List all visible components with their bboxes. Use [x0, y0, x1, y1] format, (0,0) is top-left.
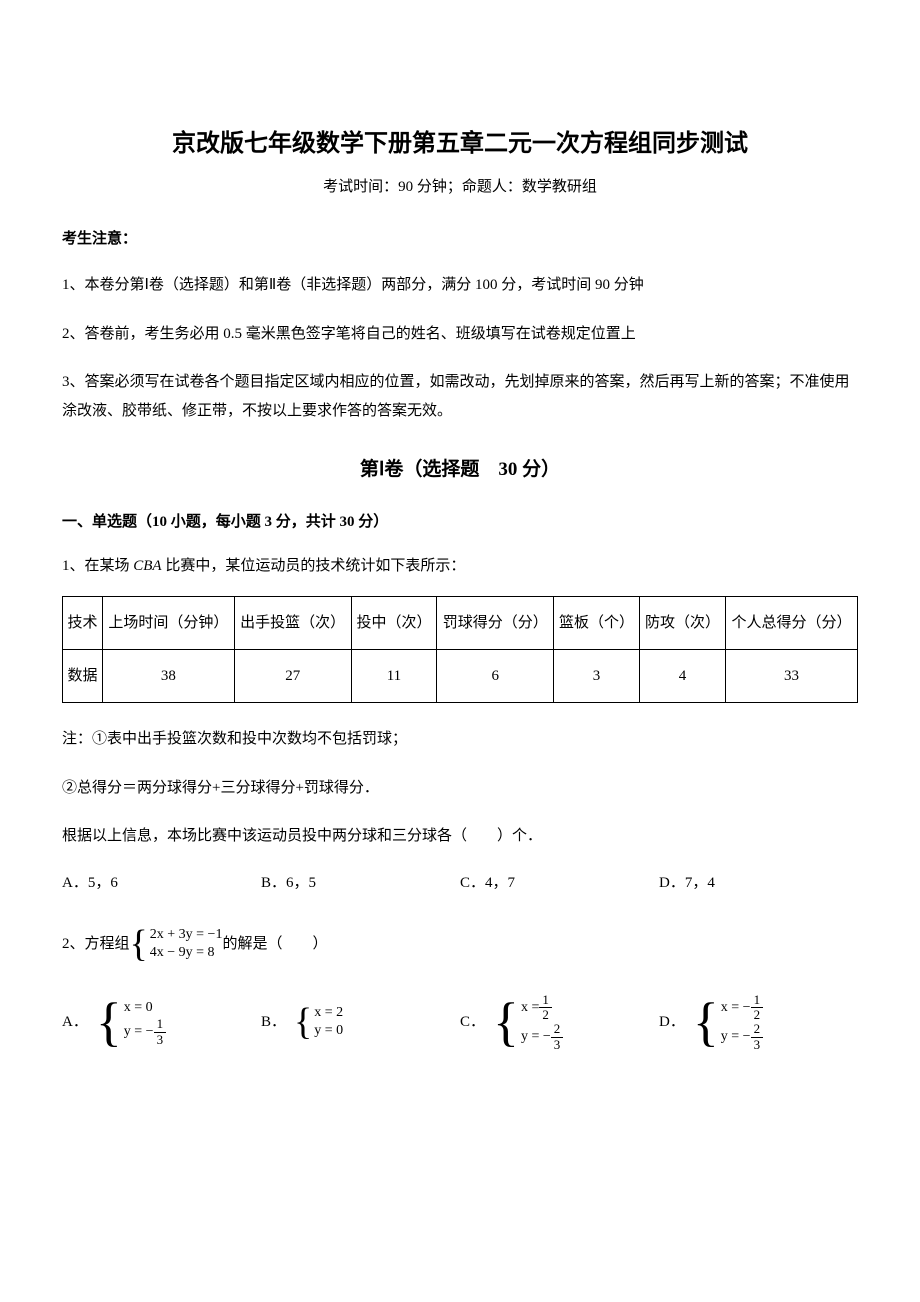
q2-eq2: 4x − 9y = 8	[150, 944, 223, 962]
frac-num: 1	[751, 993, 764, 1008]
q2-c-line1: x = 1 2	[521, 993, 563, 1023]
page-title: 京改版七年级数学下册第五章二元一次方程组同步测试	[62, 125, 858, 163]
q1-option-c: C．4，7	[460, 871, 659, 895]
notice-header: 考生注意：	[62, 227, 858, 251]
q1-note-1: 注：①表中出手投篮次数和投中次数均不包括罚球；	[62, 725, 858, 754]
q2-label-c: C．	[460, 1010, 485, 1034]
q2-d-line2: y = − 2 3	[721, 1022, 763, 1052]
th-0: 技术	[63, 597, 103, 650]
question-1-stem: 1、在某场 CBA 比赛中，某位运动员的技术统计如下表所示：	[62, 552, 858, 581]
q2-d-frac1: 1 2	[751, 993, 764, 1023]
q2-c-frac1: 1 2	[539, 993, 552, 1023]
q1-cba: CBA	[133, 558, 161, 574]
table-data-row: 数据 38 27 11 6 3 4 33	[63, 650, 858, 703]
q2-a-system: { x = 0 y = − 1 3	[96, 995, 166, 1049]
subsection-header: 一、单选题（10 小题，每小题 3 分，共计 30 分）	[62, 510, 858, 534]
table-header-row: 技术 上场时间（分钟） 出手投篮（次） 投中（次） 罚球得分（分） 篮板（个） …	[63, 597, 858, 650]
frac-den: 3	[751, 1038, 764, 1052]
q2-eq1: 2x + 3y = −1	[150, 926, 223, 944]
section-header: 第Ⅰ卷（选择题 30 分）	[62, 455, 858, 485]
q2-c-system: { x = 1 2 y = − 2 3	[493, 993, 563, 1052]
q1-note-2: ②总得分＝两分球得分+三分球得分+罚球得分．	[62, 774, 858, 803]
frac-den: 3	[551, 1038, 564, 1052]
th-7: 个人总得分（分）	[725, 597, 857, 650]
q2-stem-post: 的解是（ ）	[222, 932, 327, 956]
q2-label-d: D．	[659, 1010, 685, 1034]
th-6: 防攻（次）	[640, 597, 726, 650]
q2-b-line2: y = 0	[314, 1022, 343, 1040]
q2-label-a: A．	[62, 1010, 88, 1034]
q2-c-frac2: 2 3	[551, 1022, 564, 1052]
q2-d-system: { x = − 1 2 y = − 2 3	[693, 993, 763, 1052]
q2-label-b: B．	[261, 1010, 286, 1034]
q1-option-b: B．6，5	[261, 871, 460, 895]
q2-a-line1: x = 0	[124, 998, 166, 1018]
frac-num: 1	[539, 993, 552, 1008]
th-5: 篮板（个）	[554, 597, 640, 650]
left-brace-icon: {	[493, 995, 519, 1049]
q1-option-a: A．5，6	[62, 871, 261, 895]
q2-option-c: C． { x = 1 2 y = − 2 3	[460, 993, 659, 1052]
td-5: 3	[554, 650, 640, 703]
th-3: 投中（次）	[351, 597, 437, 650]
frac-den: 3	[154, 1033, 167, 1047]
stats-table: 技术 上场时间（分钟） 出手投篮（次） 投中（次） 罚球得分（分） 篮板（个） …	[62, 596, 858, 703]
notice-item-1: 1、本卷分第Ⅰ卷（选择题）和第Ⅱ卷（非选择题）两部分，满分 100 分，考试时间…	[62, 271, 858, 300]
q2-option-b: B． { x = 2 y = 0	[261, 1003, 460, 1041]
q2-a-line2: y = − 1 3	[124, 1017, 166, 1047]
td-2: 27	[234, 650, 351, 703]
q1-options: A．5，6 B．6，5 C．4，7 D．7，4	[62, 871, 858, 895]
q2-stem-pre: 2、方程组	[62, 932, 130, 956]
q2-d-line1-pre: x = −	[721, 998, 751, 1018]
q1-option-d: D．7，4	[659, 871, 858, 895]
th-4: 罚球得分（分）	[437, 597, 554, 650]
page-subtitle: 考试时间：90 分钟；命题人：数学教研组	[62, 175, 858, 199]
left-brace-icon: {	[130, 925, 148, 963]
q2-a-frac: 1 3	[154, 1017, 167, 1047]
td-6: 4	[640, 650, 726, 703]
notice-item-3: 3、答案必须写在试卷各个题目指定区域内相应的位置，如需改动，先划掉原来的答案，然…	[62, 368, 858, 425]
q2-a-line2-pre: y = −	[124, 1022, 154, 1042]
question-2-stem: 2、方程组 { 2x + 3y = −1 4x − 9y = 8 的解是（ ）	[62, 925, 858, 963]
q2-d-line2-pre: y = −	[721, 1027, 751, 1047]
frac-num: 1	[154, 1017, 167, 1032]
frac-num: 2	[551, 1022, 564, 1037]
q2-c-line1-pre: x =	[521, 998, 539, 1018]
td-1: 38	[102, 650, 234, 703]
q1-stem-post: 比赛中，某位运动员的技术统计如下表所示：	[162, 558, 466, 574]
left-brace-icon: {	[693, 995, 719, 1049]
q2-b-system: { x = 2 y = 0	[294, 1003, 343, 1041]
q1-stem-pre: 1、在某场	[62, 558, 133, 574]
q2-option-d: D． { x = − 1 2 y = − 2 3	[659, 993, 858, 1052]
frac-num: 2	[751, 1022, 764, 1037]
q2-c-line2: y = − 2 3	[521, 1022, 563, 1052]
td-7: 33	[725, 650, 857, 703]
q2-option-a: A． { x = 0 y = − 1 3	[62, 995, 261, 1049]
td-0: 数据	[63, 650, 103, 703]
q2-d-line1: x = − 1 2	[721, 993, 763, 1023]
q2-options: A． { x = 0 y = − 1 3 B． { x = 2 y = 0	[62, 993, 858, 1052]
q2-b-line1: x = 2	[314, 1004, 343, 1022]
left-brace-icon: {	[96, 995, 122, 1049]
frac-den: 2	[539, 1008, 552, 1022]
q2-equation-system: { 2x + 3y = −1 4x − 9y = 8	[130, 925, 223, 963]
q2-c-line2-pre: y = −	[521, 1027, 551, 1047]
left-brace-icon: {	[294, 1003, 312, 1041]
th-2: 出手投篮（次）	[234, 597, 351, 650]
td-4: 6	[437, 650, 554, 703]
q1-note-3: 根据以上信息，本场比赛中该运动员投中两分球和三分球各（ ）个．	[62, 822, 858, 851]
q2-d-frac2: 2 3	[751, 1022, 764, 1052]
td-3: 11	[351, 650, 437, 703]
notice-item-2: 2、答卷前，考生务必用 0.5 毫米黑色签字笔将自己的姓名、班级填写在试卷规定位…	[62, 320, 858, 349]
th-1: 上场时间（分钟）	[102, 597, 234, 650]
frac-den: 2	[751, 1008, 764, 1022]
